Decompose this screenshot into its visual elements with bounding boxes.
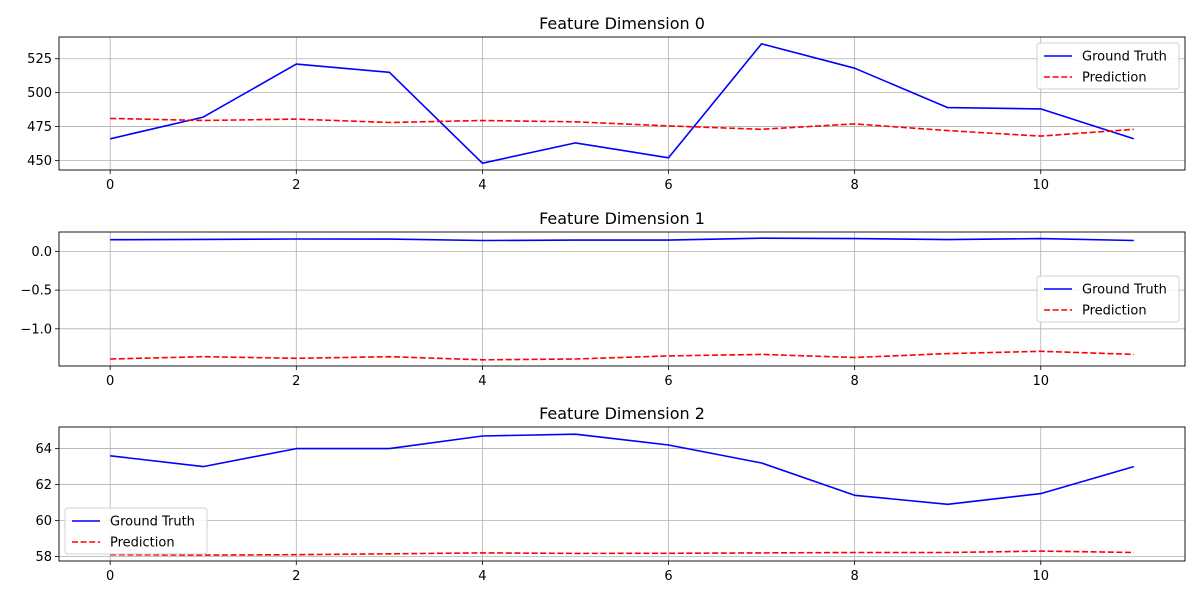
legend-label: Ground Truth <box>1082 50 1167 65</box>
y-tick-label: 64 <box>35 442 52 457</box>
chart-title: Feature Dimension 2 <box>539 404 705 423</box>
x-tick-label: 2 <box>292 374 300 389</box>
series-line-ground-truth <box>110 433 1135 506</box>
y-tick-label: 62 <box>35 478 52 493</box>
x-tick-label: 0 <box>106 374 114 389</box>
plot-area <box>58 426 1186 562</box>
y-tick-label: −0.5 <box>20 284 52 299</box>
series-line-prediction <box>110 550 1134 556</box>
chart-panel-0: Feature Dimension 0 0 2 4 6 8 10 450 475 500 525 Gr… <box>27 14 1186 193</box>
series-line-ground-truth <box>110 237 1134 242</box>
y-tick-label: 475 <box>27 120 52 135</box>
chart-title: Feature Dimension 1 <box>539 209 705 228</box>
legend-label: Ground Truth <box>1082 283 1167 298</box>
legend-label: Ground Truth <box>110 515 195 530</box>
x-tick-label: 6 <box>664 374 672 389</box>
legend-label: Prediction <box>110 536 175 551</box>
legend-label: Prediction <box>1082 304 1147 319</box>
legend: Ground Truth Prediction <box>64 507 208 555</box>
legend-label: Prediction <box>1082 71 1147 86</box>
x-tick-label: 8 <box>851 569 859 584</box>
y-tick-label: 58 <box>35 550 52 565</box>
plot-area <box>58 231 1186 367</box>
y-tick-label: −1.0 <box>20 322 52 337</box>
legend-box <box>1036 42 1180 90</box>
y-tick-label: 0.0 <box>31 245 52 260</box>
plot-area <box>58 36 1186 171</box>
x-tick-label: 6 <box>664 569 672 584</box>
chart-title: Feature Dimension 0 <box>539 14 705 33</box>
legend: Ground Truth Prediction <box>1036 275 1180 323</box>
x-tick-label: 0 <box>106 569 114 584</box>
x-tick-label: 4 <box>478 178 486 193</box>
x-tick-label: 8 <box>851 178 859 193</box>
chart-panel-2: Feature Dimension 2 0 2 4 6 8 10 58 60 62 64 Ground… <box>35 404 1186 584</box>
legend-box <box>64 507 208 555</box>
legend: Ground Truth Prediction <box>1036 42 1180 90</box>
x-tick-label: 6 <box>664 178 672 193</box>
y-tick-label: 525 <box>27 52 52 67</box>
x-tick-label: 10 <box>1032 569 1049 584</box>
x-tick-label: 4 <box>478 569 486 584</box>
series-line-prediction <box>110 117 1134 137</box>
legend-box <box>1036 275 1180 323</box>
y-tick-label: 60 <box>35 514 52 529</box>
y-tick-label: 500 <box>27 86 52 101</box>
x-tick-label: 4 <box>478 374 486 389</box>
x-tick-label: 10 <box>1032 178 1049 193</box>
x-tick-label: 8 <box>851 374 859 389</box>
x-tick-label: 2 <box>292 569 300 584</box>
x-tick-label: 0 <box>106 178 114 193</box>
y-tick-label: 450 <box>27 154 52 169</box>
chart-panel-1: Feature Dimension 1 0 2 4 6 8 10 −1.0 −0.5 0.0 Gro… <box>20 209 1186 389</box>
x-tick-label: 2 <box>292 178 300 193</box>
series-line-ground-truth <box>110 42 1135 164</box>
series-line-prediction <box>110 350 1134 361</box>
x-tick-label: 10 <box>1032 374 1049 389</box>
